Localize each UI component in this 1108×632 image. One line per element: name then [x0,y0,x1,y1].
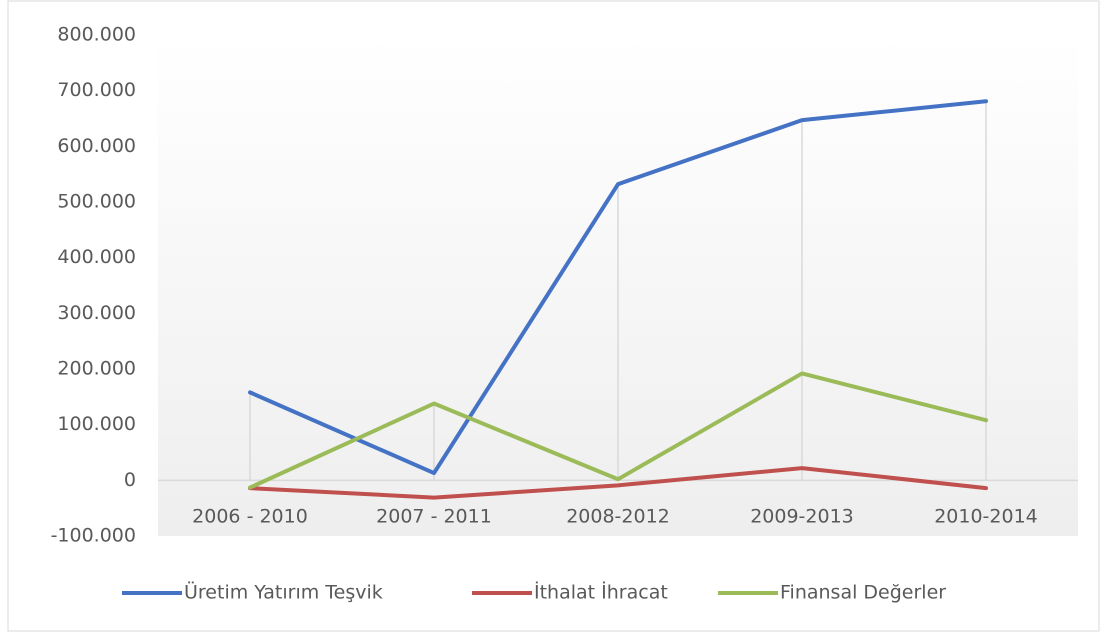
y-tick-label: 100.000 [57,413,136,435]
y-tick-label: 800.000 [57,24,136,46]
y-tick-label: 400.000 [57,246,136,268]
x-tick-label: 2007 - 2011 [376,506,492,528]
y-tick-label: 600.000 [57,135,136,157]
x-tick-label: 2006 - 2010 [192,506,308,528]
legend-label: Üretim Yatırım Teşvik [184,581,383,604]
y-tick-label: 700.000 [57,79,136,101]
y-tick-label: -100.000 [51,525,136,547]
series-line [248,99,988,476]
x-tick-label: 2010-2014 [934,506,1038,528]
y-tick-label: 300.000 [57,302,136,324]
legend-label: Finansal Değerler [780,582,946,604]
series-line [248,466,988,500]
legend-label: İthalat İhracat [534,581,668,604]
y-tick-label: 0 [124,469,136,491]
y-tick-label: 200.000 [57,358,136,380]
x-tick-label: 2008-2012 [566,506,670,528]
y-tick-label: 500.000 [57,191,136,213]
series-line [248,371,988,490]
x-tick-label: 2009-2013 [750,506,854,528]
